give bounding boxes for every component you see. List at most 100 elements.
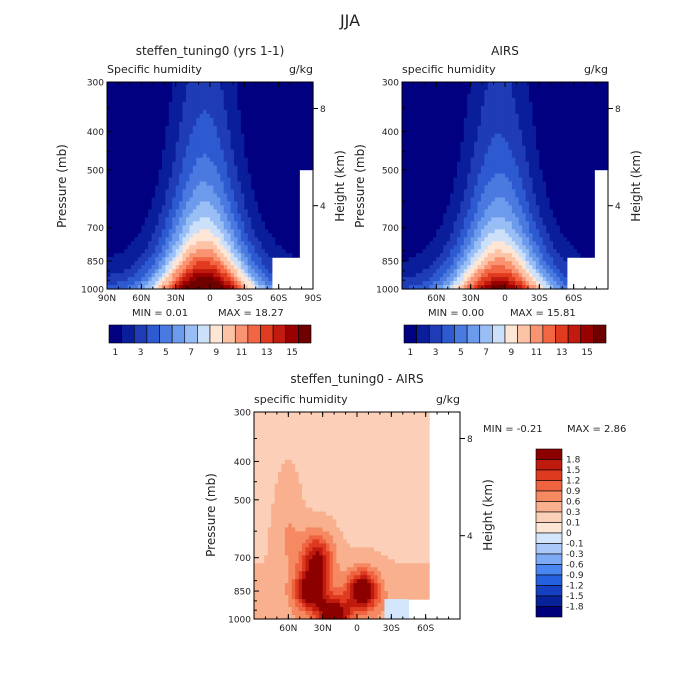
contour-cell [432, 93, 437, 99]
contour-cell [192, 257, 197, 262]
contour-cell [453, 145, 458, 151]
contour-cell [175, 273, 180, 278]
contour-cell [446, 217, 451, 222]
contour-cell [124, 237, 129, 242]
contour-cell [264, 153, 269, 159]
contour-cell [446, 245, 451, 250]
contour-cell [227, 201, 232, 206]
contour-cell [141, 233, 146, 238]
contour-cell [453, 269, 458, 274]
colorbar-swatch [298, 324, 312, 344]
contour-cell [134, 257, 139, 262]
contour-cell [220, 265, 225, 270]
contour-cell [227, 189, 232, 195]
contour-cell [422, 229, 427, 234]
contour-cell [210, 117, 215, 123]
contour-cell [264, 245, 269, 250]
contour-cell [505, 265, 510, 270]
contour-cell [185, 145, 190, 151]
contour-cell [474, 221, 479, 226]
colorbar-swatch [121, 324, 135, 344]
contour-cell [165, 245, 170, 250]
contour-cell [487, 109, 492, 115]
contour-cell [240, 105, 245, 111]
contour-cell [144, 261, 149, 266]
contour-cell [182, 177, 187, 183]
contour-cell [206, 125, 211, 131]
contour-cell [432, 197, 437, 203]
contour-cell [216, 205, 221, 210]
contour-cell [237, 249, 242, 254]
contour-cell [137, 225, 142, 230]
contour-cell [220, 213, 225, 218]
contour-cell [179, 141, 184, 147]
contour-cell [429, 129, 434, 135]
contour-cell [446, 189, 451, 195]
contour-cell [258, 253, 263, 258]
contour-cell [415, 241, 420, 246]
contour-cell [282, 245, 287, 250]
contour-cell [480, 277, 485, 282]
contour-cell [402, 165, 407, 171]
contour-cell [453, 177, 458, 183]
contour-cell [484, 129, 489, 135]
contour-cell [120, 149, 125, 155]
contour-cell [113, 105, 118, 111]
contour-cell [474, 277, 479, 282]
contour-cell [237, 153, 242, 159]
contour-cell [446, 281, 451, 286]
contour-cell [113, 89, 118, 95]
contour-cell [467, 253, 472, 258]
contour-cell [422, 201, 427, 206]
contour-cell [223, 285, 228, 290]
contour-cell [498, 105, 503, 111]
contour-cell [408, 233, 413, 238]
contour-cell [467, 129, 472, 135]
contour-cell [467, 213, 472, 218]
contour-cell [234, 161, 239, 167]
contour-cell [148, 241, 153, 246]
contour-cell [189, 201, 194, 206]
contour-cell [113, 193, 118, 199]
contour-cell [172, 193, 177, 199]
contour-cell [227, 269, 232, 274]
contour-cell [227, 209, 232, 214]
contour-cell [234, 241, 239, 246]
contour-cell [467, 225, 472, 230]
contour-cell [203, 141, 208, 147]
contour-cell [137, 165, 142, 171]
contour-cell [264, 145, 269, 151]
contour-cell [213, 89, 218, 95]
contour-cell [432, 225, 437, 230]
contour-cell [230, 225, 235, 230]
contour-cell [429, 165, 434, 171]
contour-cell [175, 233, 180, 238]
contour-cell [426, 173, 431, 179]
contour-cell [220, 173, 225, 179]
contour-cell [151, 113, 156, 119]
contour-cell [306, 117, 311, 123]
contour-cell [264, 225, 269, 230]
contour-cell [117, 185, 122, 191]
contour-cell [484, 253, 489, 258]
contour-cell [295, 169, 300, 175]
contour-cell [529, 161, 534, 167]
contour-cell [467, 277, 472, 282]
contour-cell [443, 217, 448, 222]
contour-cell [477, 281, 482, 286]
contour-cell [511, 185, 516, 191]
contour-cell [463, 149, 468, 155]
contour-cell [179, 89, 184, 95]
contour-cell [113, 109, 118, 115]
contour-cell [182, 225, 187, 230]
contour-cell [408, 93, 413, 99]
colorbar-label: 15 [286, 348, 297, 358]
contour-cell [498, 197, 503, 203]
contour-cell [141, 133, 146, 139]
contour-cell [477, 273, 482, 278]
contour-cell [498, 109, 503, 115]
contour-cell [282, 229, 287, 234]
contour-cell [501, 173, 506, 179]
contour-cell [439, 133, 444, 139]
contour-cell [223, 237, 228, 242]
